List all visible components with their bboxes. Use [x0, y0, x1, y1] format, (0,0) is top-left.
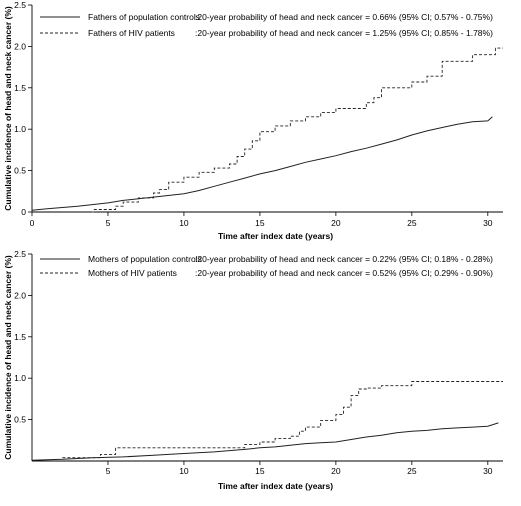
y-axis-title: Cumulative incidence of head and neck ca… — [3, 6, 13, 211]
x-tick-label: 15 — [255, 218, 265, 228]
legend-probability-text: :20-year probability of head and neck ca… — [195, 28, 493, 38]
legend-series-name: Fathers of population controls — [88, 12, 200, 22]
legend-series-name: Mothers of population controls — [88, 254, 202, 264]
chart-top-panel: 0 5 10 15 20 25 30 0 0.5 1.0 1.5 2.0 2.5 Time after i… — [3, 0, 503, 241]
y-tick-label: 1.0 — [14, 373, 26, 383]
legend-probability-text: :20-year probability of head and neck ca… — [195, 254, 493, 264]
x-tick-label: 10 — [179, 218, 189, 228]
y-tick-label: 1.5 — [14, 332, 26, 342]
x-tick-label: 30 — [483, 466, 493, 476]
series-line-solid — [31, 422, 499, 461]
x-tick-label: 5 — [106, 466, 111, 476]
legend-series-name: Fathers of HIV patients — [88, 28, 175, 38]
y-tick-label: 0 — [21, 207, 26, 217]
series-line-dashed — [91, 47, 503, 213]
y-tick-label: 1.0 — [14, 124, 26, 134]
x-tick-label: 30 — [483, 218, 493, 228]
legend-probability-text: :20-year probability of head and neck ca… — [195, 268, 493, 278]
x-axis-title: Time after index date (years) — [218, 481, 333, 491]
series-line-dashed — [62, 381, 503, 459]
x-tick-label: 5 — [106, 218, 111, 228]
x-tick-label: 25 — [407, 218, 417, 228]
legend-probability-text: :20-year probability of head and neck ca… — [195, 12, 493, 22]
y-tick-label: 1.5 — [14, 83, 26, 93]
x-tick-label: 20 — [331, 466, 341, 476]
y-tick-label: 2.5 — [14, 249, 26, 259]
y-tick-label: 0.5 — [14, 415, 26, 425]
x-tick-label: 25 — [407, 466, 417, 476]
x-tick-label: 20 — [331, 218, 341, 228]
y-tick-label: 2.0 — [14, 290, 26, 300]
y-axis-title: Cumulative incidence of head and neck ca… — [3, 255, 13, 460]
x-axis-title: Time after index date (years) — [218, 231, 333, 241]
y-tick-label: 0.5 — [14, 166, 26, 176]
y-tick-label: 2.0 — [14, 41, 26, 51]
x-tick-label: 15 — [255, 466, 265, 476]
legend-series-name: Mothers of HIV patients — [88, 268, 177, 278]
x-tick-label: 0 — [30, 218, 35, 228]
y-tick-label: 2.5 — [14, 0, 26, 10]
x-tick-label: 10 — [179, 466, 189, 476]
chart-bottom-panel: 5 10 15 20 25 30 0.5 1.0 1.5 2.0 2.5 Time after ind… — [3, 249, 503, 491]
